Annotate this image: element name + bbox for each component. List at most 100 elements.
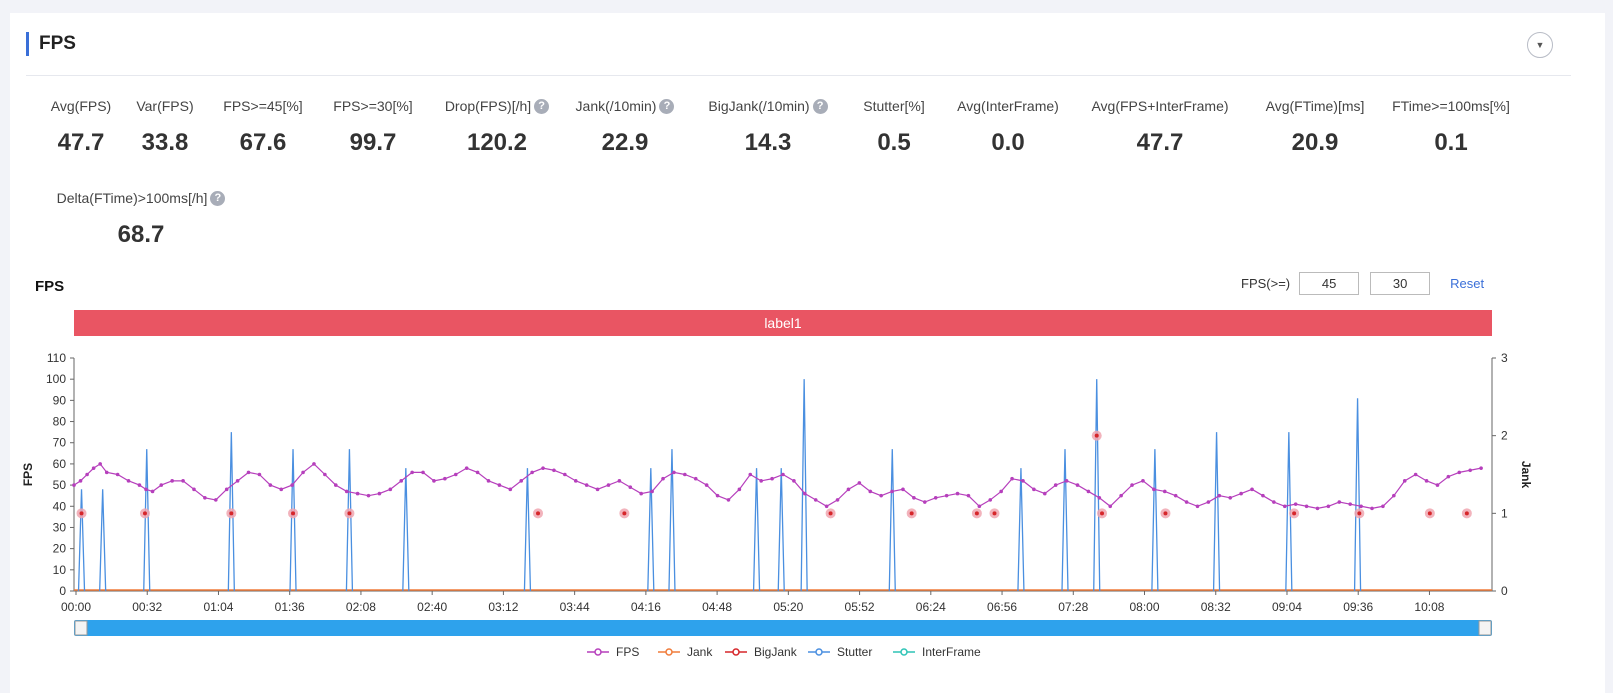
x-tick-label: 01:04 <box>203 600 233 614</box>
left-axis-title: FPS <box>21 463 35 486</box>
zoom-slider-track[interactable] <box>74 620 1492 636</box>
left-tick-label: 40 <box>53 499 67 513</box>
metric-label: Jank(/10min)? <box>576 96 675 116</box>
fps-point <box>192 487 196 492</box>
legend-label-fps[interactable]: FPS <box>616 645 639 659</box>
reset-link[interactable]: Reset <box>1450 276 1485 291</box>
jank-marker <box>142 511 147 516</box>
jank-marker <box>79 511 84 516</box>
metric-label: Stutter[%] <box>863 96 924 116</box>
x-tick-label: 05:52 <box>845 600 875 614</box>
metric-label: Delta(FTime)>100ms[/h]? <box>57 188 226 208</box>
metric-label-text: Delta(FTime)>100ms[/h] <box>56 190 208 206</box>
left-tick-label: 20 <box>53 542 67 556</box>
fps-point <box>846 487 851 492</box>
right-tick-label: 2 <box>1501 429 1508 443</box>
jank-marker <box>1464 511 1469 516</box>
label-band-text: label1 <box>764 315 802 331</box>
fps-point <box>1348 502 1352 506</box>
fps-point <box>421 470 425 475</box>
stutter-spike <box>1212 432 1221 592</box>
fps-point <box>1282 504 1287 509</box>
metric-row1-4: Drop(FPS)[/h]? 120.2 <box>377 96 617 157</box>
fps-point <box>1424 479 1429 483</box>
metric-label-text: FPS>=30[%] <box>333 98 413 114</box>
fps-point <box>726 498 731 502</box>
fps-point <box>301 470 305 475</box>
fps-point <box>115 472 120 477</box>
legend-label-stutter[interactable]: Stutter <box>837 645 872 659</box>
metric-row1-2: FPS>=45[%] 67.6 <box>143 96 383 157</box>
fps-point <box>1304 504 1309 509</box>
collapse-button[interactable]: ▼ <box>1527 32 1553 58</box>
legend-marker-fps[interactable] <box>594 648 602 656</box>
fps-point <box>541 466 545 470</box>
fps-point <box>628 485 633 490</box>
x-tick-label: 03:44 <box>560 600 590 614</box>
fps-point <box>224 487 229 492</box>
fps-point <box>1370 506 1374 511</box>
help-icon[interactable]: ? <box>812 98 828 114</box>
legend-label-jank[interactable]: Jank <box>687 645 713 659</box>
help-icon[interactable]: ? <box>659 98 675 114</box>
fps-point <box>923 500 927 504</box>
metric-value: 67.6 <box>239 129 287 156</box>
fps-point <box>104 470 109 475</box>
help-icon[interactable]: ? <box>210 190 226 206</box>
x-tick-label: 05:20 <box>773 600 803 614</box>
fps-point <box>879 493 883 498</box>
left-tick-label: 80 <box>53 415 67 429</box>
left-tick-label: 90 <box>53 393 67 407</box>
fps-point <box>661 476 665 481</box>
threshold-low-input[interactable] <box>1370 272 1431 295</box>
zoom-slider-left-handle[interactable] <box>74 620 88 636</box>
fps-point <box>999 489 1003 494</box>
help-icon[interactable]: ? <box>534 98 550 114</box>
zoom-slider-right-handle[interactable] <box>1478 620 1492 636</box>
fps-point <box>377 491 382 496</box>
fps-point <box>1402 479 1407 483</box>
fps-point <box>1315 506 1320 511</box>
legend-label-interframe[interactable]: InterFrame <box>922 645 981 659</box>
jank-marker <box>536 511 541 516</box>
stutter-spike <box>523 468 532 592</box>
stutter-spike <box>289 449 297 592</box>
legend-marker-bigjank[interactable] <box>732 648 740 656</box>
fps-point <box>98 462 102 466</box>
fps-point <box>279 487 284 492</box>
fps-point <box>595 487 600 492</box>
jank-marker <box>974 511 979 516</box>
metric-label-text: Jank(/10min) <box>575 98 657 114</box>
legend-marker-jank[interactable] <box>665 648 673 656</box>
metric-label: Avg(InterFrame) <box>957 96 1059 116</box>
fps-point <box>1326 504 1331 509</box>
right-tick-label: 0 <box>1501 584 1508 598</box>
x-tick-label: 09:04 <box>1272 600 1302 614</box>
metric-value: 0.0 <box>991 129 1025 156</box>
fps-point <box>399 479 404 483</box>
fps-point <box>355 491 360 496</box>
threshold-high-input[interactable] <box>1299 272 1360 295</box>
fps-point <box>1392 493 1396 498</box>
stutter-spike <box>402 468 410 592</box>
stutter-spike <box>1061 449 1069 592</box>
metric-value: 20.9 <box>1291 129 1339 156</box>
metric-label: Var(FPS) <box>136 96 193 116</box>
label-band <box>74 310 1492 336</box>
panel-header: FPS <box>26 31 76 57</box>
metric-label: Avg(FPS) <box>51 96 111 116</box>
metric-row1-11: FTime>=100ms[%] 0.1 <box>1331 96 1571 157</box>
metric-row1-1: Var(FPS) 33.8 <box>45 96 285 157</box>
metric-label-text: Avg(InterFrame) <box>957 98 1059 114</box>
fps-point <box>683 472 687 477</box>
metric-row1-5: Jank(/10min)? 22.9 <box>505 96 745 157</box>
legend-marker-stutter[interactable] <box>815 648 823 656</box>
fps-point <box>1075 483 1080 487</box>
metric-label-text: Avg(FPS) <box>50 98 112 114</box>
fps-point <box>1064 479 1069 483</box>
fps-point <box>312 462 316 466</box>
fps-point <box>1337 500 1342 504</box>
x-tick-label: 08:00 <box>1129 600 1159 614</box>
legend-label-bigjank[interactable]: BigJank <box>754 645 798 659</box>
legend-marker-interframe[interactable] <box>900 648 908 656</box>
